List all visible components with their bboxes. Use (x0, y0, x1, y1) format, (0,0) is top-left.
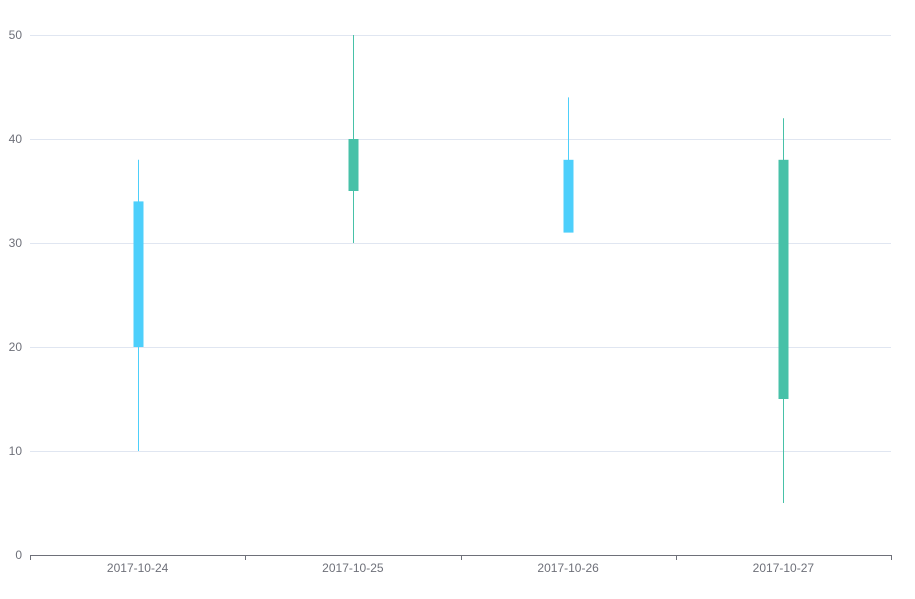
candle-body (133, 201, 144, 347)
candle-body (563, 159, 574, 233)
x-axis: 2017-10-24 2017-10-25 2017-10-26 2017-10-27 (30, 555, 892, 575)
candle[interactable] (778, 118, 789, 503)
candle-body (348, 139, 359, 191)
x-tick-label: 2017-10-25 (322, 561, 384, 575)
grid-lines (30, 35, 891, 452)
y-tick-label: 50 (9, 28, 23, 42)
y-tick-label: 20 (9, 340, 23, 354)
candle-body (778, 159, 789, 399)
candles (133, 35, 789, 503)
candle[interactable] (563, 97, 574, 233)
candle[interactable] (348, 35, 359, 243)
x-tick-label: 2017-10-26 (537, 561, 599, 575)
y-axis: 0 10 20 30 40 50 (9, 28, 23, 562)
x-tick-label: 2017-10-27 (753, 561, 815, 575)
y-tick-label: 0 (15, 548, 22, 562)
y-tick-label: 10 (9, 444, 23, 458)
y-tick-label: 40 (9, 132, 23, 146)
candle[interactable] (133, 159, 144, 451)
x-tick-label: 2017-10-24 (107, 561, 169, 575)
y-tick-label: 30 (9, 236, 23, 250)
